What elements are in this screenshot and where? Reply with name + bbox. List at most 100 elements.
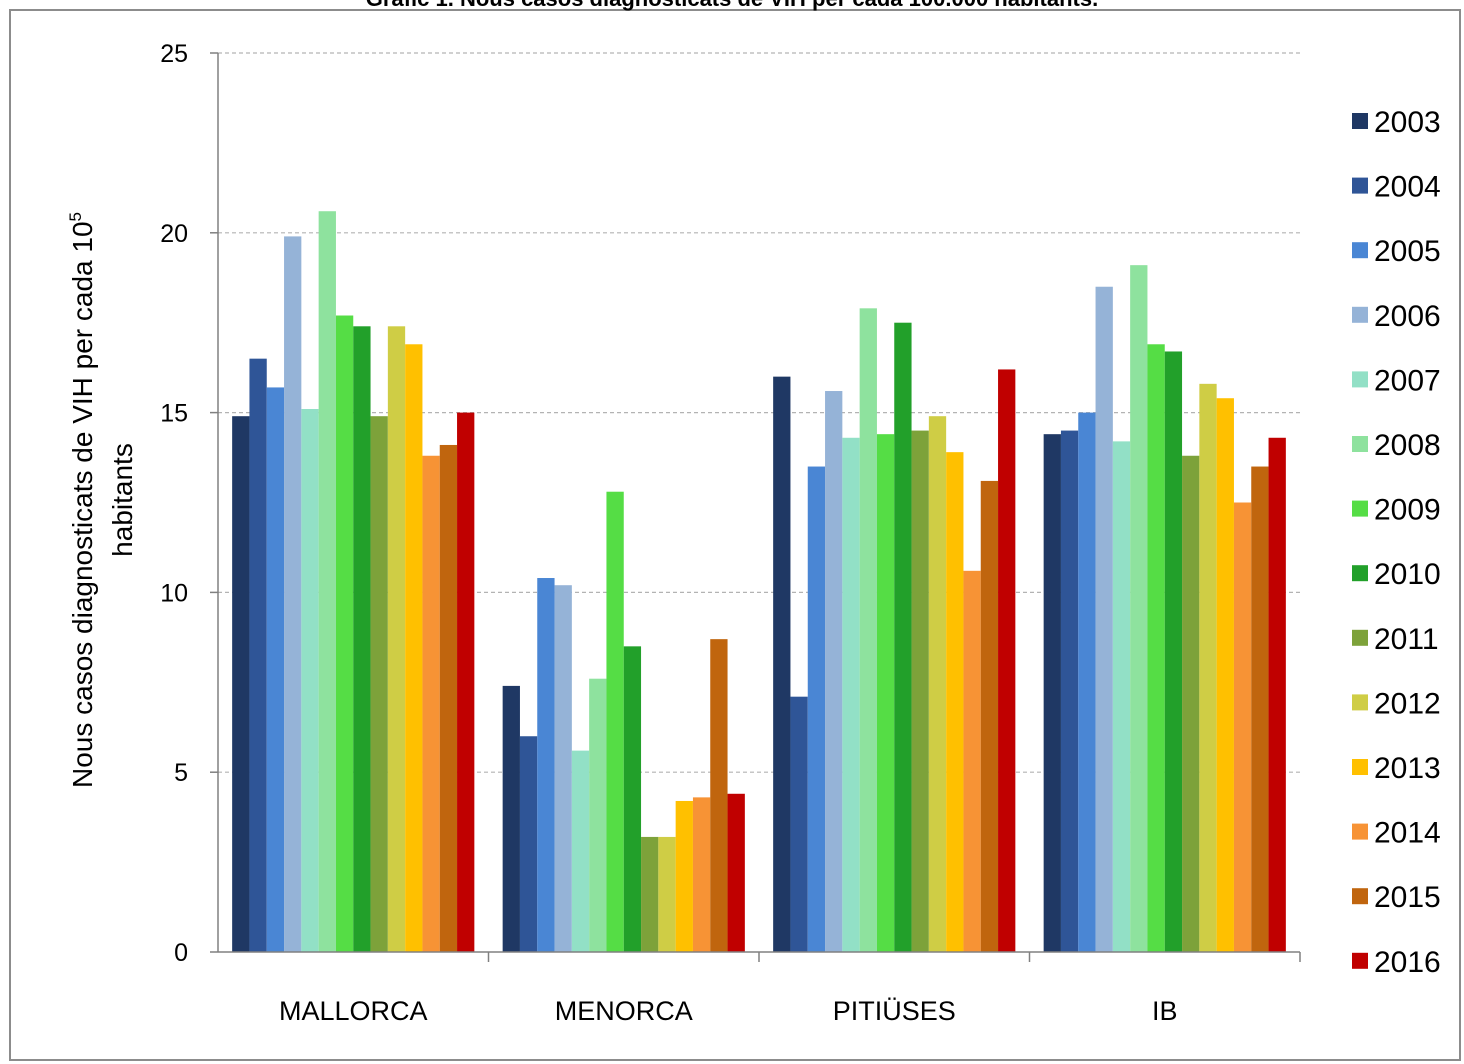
bar-menorca-2015 [710,639,728,952]
y-tick-label: 15 [160,400,188,428]
bar-mallorca-2003 [232,416,250,952]
bar-mallorca-2013 [405,344,423,952]
legend-swatch-2005 [1352,242,1368,259]
bar-mallorca-2006 [284,236,302,952]
x-tick-label: IB [1152,996,1178,1026]
axes: 0 5 10 15 20 25 MALLORCA MENORCA PITIÜSES IB [160,40,1301,1026]
legend-swatch-2003 [1352,113,1368,129]
bar-ib-2011 [1182,455,1200,952]
bar-mallorca-2011 [370,416,388,952]
legend-label-2006: 2006 [1374,300,1441,333]
bar-menorca-2012 [658,836,676,952]
y-tick-label: 5 [174,759,188,787]
y-axis-label-line2: habitants [107,443,138,557]
bar-mallorca-2012 [387,326,406,952]
legend-swatch-2008 [1352,436,1368,452]
bar-pitiüses-2008 [859,308,877,952]
y-tick-label: 10 [160,579,188,607]
y-axis-label-superscript: 5 [66,212,85,221]
y-axis-label: Nous casos diagnosticats de VIH per cada… [66,212,98,788]
y-axis-label-main: Nous casos diagnosticats de VIH per cada… [67,221,98,788]
bar-menorca-2006 [554,585,572,952]
bar-ib-2013 [1216,398,1234,952]
legend-label-2005: 2005 [1374,235,1441,268]
legend-label-2013: 2013 [1374,752,1441,785]
legend-swatch-2012 [1352,694,1368,711]
bars [232,211,1286,953]
bar-mallorca-2016 [457,412,475,953]
bar-ib-2004 [1060,430,1079,953]
legend: 2003 2004 2005 2006 2007 2008 2009 2010 2011 2012… [1352,106,1441,979]
bar-pitiüses-2011 [911,430,929,953]
legend-swatch-2009 [1352,500,1368,517]
legend-label-2012: 2012 [1374,687,1441,720]
x-tick-label: PITIÜSES [833,996,956,1026]
bar-pitiüses-2005 [807,466,826,952]
bar-mallorca-2009 [335,315,354,952]
legend-label-2007: 2007 [1374,364,1441,397]
bar-pitiüses-2007 [842,437,860,953]
bar-pitiüses-2013 [946,452,964,952]
legend-swatch-2004 [1352,177,1368,194]
bar-menorca-2008 [589,678,607,952]
chart-title: Gràfic 1. Nous casos diagnosticats de VI… [0,0,1464,12]
y-tick-label: 20 [160,220,188,248]
legend-swatch-2007 [1352,371,1368,388]
bar-ib-2012 [1199,383,1217,952]
bar-ib-2009 [1147,344,1165,952]
legend-label-2015: 2015 [1374,881,1441,914]
bar-ib-2005 [1078,412,1096,953]
bar-pitiüses-2006 [825,391,843,952]
bar-mallorca-2010 [353,326,371,952]
bar-pitiüses-2016 [998,369,1016,952]
legend-label-2003: 2003 [1374,106,1441,139]
bar-ib-2015 [1251,466,1269,952]
bar-pitiüses-2014 [963,570,981,952]
bar-pitiüses-2012 [928,416,947,952]
bar-mallorca-2008 [318,211,336,952]
bar-menorca-2013 [675,800,693,952]
legend-label-2011: 2011 [1374,623,1439,656]
bar-menorca-2009 [606,491,624,952]
bar-mallorca-2004 [249,358,267,952]
bar-ib-2006 [1095,286,1113,952]
bar-menorca-2005 [537,578,555,952]
bar-pitiüses-2003 [773,376,791,952]
y-tick-label: 25 [160,40,188,68]
bar-menorca-2014 [692,797,711,952]
legend-label-2010: 2010 [1374,558,1441,591]
legend-swatch-2013 [1352,759,1368,775]
bar-pitiüses-2004 [790,696,808,952]
bar-ib-2010 [1164,351,1183,952]
bar-mallorca-2015 [439,444,458,952]
bar-menorca-2016 [727,793,745,952]
bar-ib-2008 [1130,265,1148,952]
bar-menorca-2011 [641,836,659,952]
gridlines [218,52,1300,773]
legend-label-2009: 2009 [1374,494,1441,527]
x-tick-label: MENORCA [555,996,693,1026]
bar-menorca-2010 [623,646,642,952]
legend-label-2004: 2004 [1374,171,1441,204]
legend-label-2016: 2016 [1374,946,1441,979]
bar-mallorca-2014 [422,455,440,952]
legend-swatch-2010 [1352,565,1368,582]
legend-swatch-2011 [1352,629,1368,646]
y-tick-label: 0 [174,939,188,967]
bar-ib-2016 [1268,437,1286,953]
legend-swatch-2014 [1352,823,1368,840]
x-tick-label: MALLORCA [279,996,428,1026]
legend-swatch-2006 [1352,306,1368,323]
bar-pitiüses-2010 [894,322,912,952]
legend-swatch-2015 [1352,888,1368,905]
bar-mallorca-2005 [266,387,285,953]
bar-pitiüses-2009 [876,434,895,952]
bar-mallorca-2007 [301,409,319,952]
bar-menorca-2003 [502,685,520,952]
bar-menorca-2004 [519,736,538,952]
bar-menorca-2007 [571,750,590,952]
legend-label-2008: 2008 [1374,429,1441,462]
bar-ib-2007 [1112,441,1131,952]
bar-ib-2003 [1043,434,1061,952]
